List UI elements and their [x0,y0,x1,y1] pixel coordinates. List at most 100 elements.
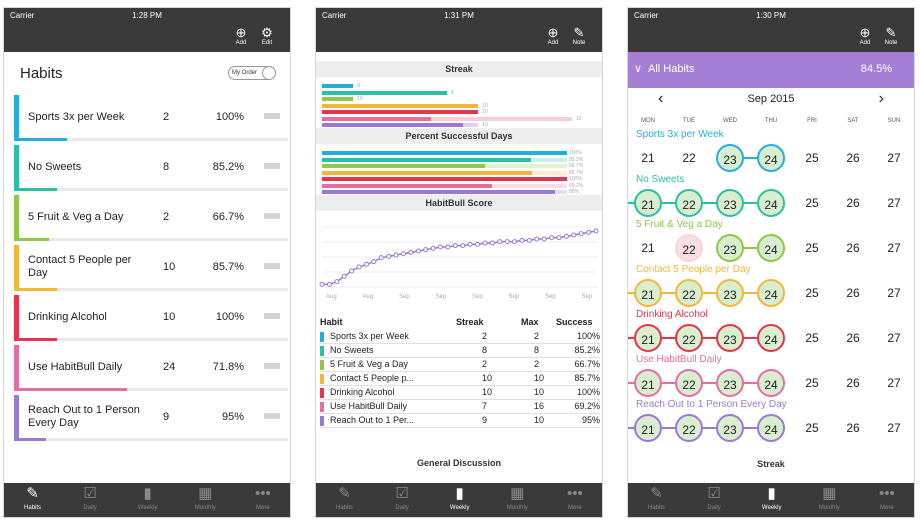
tab-label: Daily [707,505,721,511]
calendar-day[interactable]: 23 [716,414,744,442]
tab-habits[interactable]: ✎ Habits [628,483,685,517]
calendar-day[interactable]: 23 [716,189,744,217]
calendar-day[interactable]: 21 [634,414,662,442]
percent-bar [322,183,492,188]
calendar-day[interactable]: 24 [757,414,785,442]
calendar-day[interactable]: 27 [887,151,901,165]
streak-bar-label: 16 [576,115,582,122]
habit-row[interactable]: 5 Fruit & Veg a Day 2 66.7% [14,195,288,241]
tab-more[interactable]: ••• More [234,483,290,517]
calendar-day[interactable]: 22 [675,189,703,217]
calendar-day[interactable]: 22 [675,414,703,442]
my-order-toggle[interactable]: My Order [228,66,276,80]
calendar-day[interactable]: 22 [675,369,703,397]
calendar-day[interactable]: 27 [887,241,901,255]
calendar-day[interactable]: 27 [887,196,901,210]
calendar-day[interactable]: 24 [757,279,785,307]
calendar-day[interactable]: 25 [805,241,819,255]
habit-color-swatch [320,416,324,426]
note-button[interactable]: ✎ Note [880,25,902,51]
reorder-handle-icon[interactable] [264,413,280,419]
calendar-day[interactable]: 24 [757,144,785,172]
add-button[interactable]: ⊕ Add [542,25,564,51]
reorder-handle-icon[interactable] [264,363,280,369]
tab-monthly[interactable]: ▦ Monthly [801,483,858,517]
tab-habits[interactable]: ✎ Habits [316,483,373,517]
habit-row[interactable]: Sports 3x per Week 2 100% [14,95,288,141]
calendar-day[interactable]: 21 [641,151,655,165]
edit-label: Edit [261,40,273,46]
tab-daily[interactable]: ☑ Daily [62,483,119,517]
calendar-day[interactable]: 21 [634,369,662,397]
calendar-day[interactable]: 26 [846,151,860,165]
calendar-day[interactable]: 24 [757,189,785,217]
tab-monthly[interactable]: ▦ Monthly [177,483,234,517]
calendar-day[interactable]: 25 [805,196,819,210]
habit-row[interactable]: Drinking Alcohol 10 100% [14,295,288,341]
all-habits-bar[interactable]: ∨ All Habits 84.5% [628,52,914,88]
calendar-day[interactable]: 22 [675,324,703,352]
calendar-day[interactable]: 27 [887,286,901,300]
tab-label: Habits [647,505,665,511]
reorder-handle-icon[interactable] [264,113,280,119]
calendar-day[interactable]: 26 [846,376,860,390]
add-button[interactable]: ⊕ Add [854,25,876,51]
calendar-day[interactable]: 26 [846,421,860,435]
habit-row[interactable]: Reach Out to 1 Person Every Day 9 95% [14,395,288,441]
calendar-day[interactable]: 25 [805,286,819,300]
tab-more[interactable]: ••• More [858,483,914,517]
calendar-day[interactable]: 22 [682,151,696,165]
add-button[interactable]: ⊕ Add [230,25,252,51]
calendar-day[interactable]: 21 [634,189,662,217]
calendar-day[interactable]: 23 [716,144,744,172]
calendar-day[interactable]: 21 [641,241,655,255]
habit-name: No Sweets [636,174,685,185]
calendar-day[interactable]: 25 [805,151,819,165]
calendar-day[interactable]: 23 [716,369,744,397]
edit-button[interactable]: ⚙ Edit [256,25,278,51]
calendar-day[interactable]: 23 [716,279,744,307]
habit-color-bar [14,345,19,391]
max-value: 2 [534,359,540,369]
calendar-day[interactable]: 21 [634,324,662,352]
calendar-day[interactable]: 24 [757,234,785,262]
calendar-day[interactable]: 27 [887,376,901,390]
calendar-day[interactable]: 21 [634,279,662,307]
streak-section-title: Streak [316,61,602,77]
reorder-handle-icon[interactable] [264,263,280,269]
calendar-day[interactable]: 22 [675,234,703,262]
calendar-day[interactable]: 27 [887,421,901,435]
calendar-day[interactable]: 25 [805,376,819,390]
reorder-handle-icon[interactable] [264,163,280,169]
habit-row[interactable]: Use HabitBull Daily 24 71.8% [14,345,288,391]
calendar-day[interactable]: 23 [716,324,744,352]
calendar-day[interactable]: 25 [805,331,819,345]
tab-daily[interactable]: ☑ Daily [374,483,431,517]
prev-month-chevron-icon[interactable]: ‹ [658,90,664,107]
calendar-day[interactable]: 26 [846,241,860,255]
habit-row[interactable]: Contact 5 People per Day 10 85.7% [14,245,288,291]
tab-weekly[interactable]: ▮ Weekly [119,483,176,517]
reorder-handle-icon[interactable] [264,213,280,219]
calendar-day[interactable]: 23 [716,234,744,262]
habit-row[interactable]: No Sweets 8 85.2% [14,145,288,191]
tab-daily[interactable]: ☑ Daily [686,483,743,517]
calendar-day[interactable]: 24 [757,369,785,397]
tab-habits[interactable]: ✎ Habits [4,483,61,517]
chevron-down-icon[interactable]: ∨ [634,63,643,75]
calendar-day[interactable]: 22 [675,279,703,307]
calendar-day[interactable]: 24 [757,324,785,352]
reorder-handle-icon[interactable] [264,313,280,319]
note-button[interactable]: ✎ Note [568,25,590,51]
calendar-day[interactable]: 25 [805,421,819,435]
next-month-chevron-icon[interactable]: › [878,90,884,107]
tab-weekly[interactable]: ▮ Weekly [431,483,488,517]
pencil-icon: ✎ [650,485,663,502]
tab-monthly[interactable]: ▦ Monthly [489,483,546,517]
calendar-day[interactable]: 26 [846,196,860,210]
calendar-day[interactable]: 27 [887,331,901,345]
calendar-day[interactable]: 26 [846,331,860,345]
calendar-day[interactable]: 26 [846,286,860,300]
tab-weekly[interactable]: ▮ Weekly [743,483,800,517]
tab-more[interactable]: ••• More [546,483,602,517]
